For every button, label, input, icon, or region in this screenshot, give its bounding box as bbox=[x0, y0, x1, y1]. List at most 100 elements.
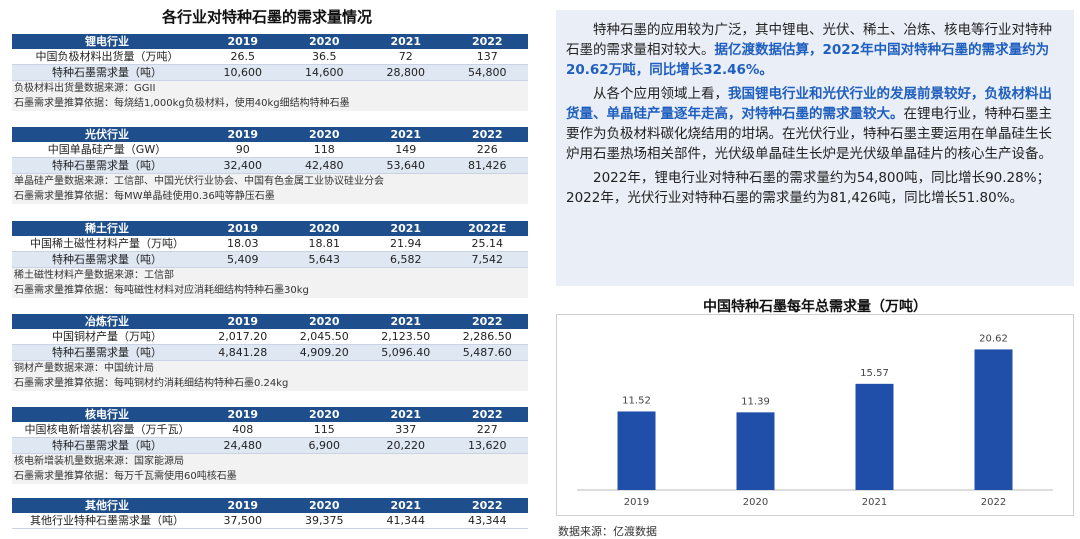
table-cell: 36.5 bbox=[312, 50, 337, 63]
table-cell: 10,600 bbox=[223, 66, 263, 79]
summary-paragraph: 特种石墨的应用较为广泛，其中锂电、光伏、稀土、冶炼、核电等行业对特种石墨的需求量… bbox=[566, 20, 1064, 80]
row-label: 特种石墨需求量（吨） bbox=[52, 159, 162, 172]
table-cell: 90 bbox=[235, 143, 250, 156]
table-row: 中国铜材产量（万吨） 2,017.20 2,045.50 2,123.50 2,286.… bbox=[12, 329, 528, 345]
bar-2022 bbox=[974, 349, 1013, 490]
table-cell: 149 bbox=[395, 143, 417, 156]
year-header: 2020 bbox=[308, 499, 340, 512]
year-header: 2019 bbox=[227, 408, 259, 421]
body-text: 在锂电行业，特种石墨主要作为负极材料碳化烧结用的坩埚。在光伏行业，特种石墨主要运… bbox=[566, 106, 1052, 162]
table-cell: 5,643 bbox=[308, 253, 341, 266]
source-note: 铜材产量数据来源：中国统计局 bbox=[14, 363, 154, 374]
body-text: 特种石墨的应用较为广泛，其中锂电、光伏、稀土、冶炼、核电等行业对特种石墨的需求量… bbox=[566, 22, 1052, 58]
table-header: 核电行业 2019 2020 2021 2022 bbox=[12, 407, 528, 422]
data-label: 20.62 bbox=[979, 333, 1008, 344]
row-label: 特种石墨需求量（吨） bbox=[52, 346, 162, 359]
table-cell: 337 bbox=[395, 423, 417, 436]
table-cell: 81,426 bbox=[468, 159, 507, 172]
data-label: 11.52 bbox=[622, 395, 651, 406]
industry-name: 其他行业 bbox=[85, 499, 129, 512]
table-cell: 2,045.50 bbox=[299, 330, 349, 343]
year-header: 2022 bbox=[471, 408, 503, 421]
data-source: 数据来源：亿渡数据 bbox=[558, 525, 657, 538]
highlighted-text: 我国锂电行业和光伏行业的发展前景较好，负极材料出货量、单晶硅产量逐年走高，对特种… bbox=[566, 86, 1052, 122]
source-note: 石墨需求量推算依据：每MW单晶硅使用0.36吨等静压石墨 bbox=[14, 191, 275, 202]
industry-name: 光伏行业 bbox=[85, 128, 129, 141]
row-label: 特种石墨需求量（吨） bbox=[52, 66, 162, 79]
bar-chart: 11.52 2019 11.39 2020 15.57 2021 20.62 2022 bbox=[556, 314, 1074, 516]
table-cell: 2,286.50 bbox=[462, 330, 512, 343]
table-notes: 核电新增装机量数据来源：国家能源局 石墨需求量推算依据：每万千瓦需使用60吨核石墨 bbox=[12, 454, 528, 484]
table-row: 中国核电新增装机容量（万千瓦） 408 115 337 227 bbox=[12, 422, 528, 438]
highlighted-text: 据亿渡数据估算，2022年中国对特种石墨的需求量约为20.62万吨，同比增长32… bbox=[566, 42, 1050, 78]
industry-name: 稀土行业 bbox=[85, 222, 129, 235]
table-header: 锂电行业 2019 2020 2021 2022 bbox=[12, 34, 528, 49]
source-note: 石墨需求量推算依据：每万千瓦需使用60吨核石墨 bbox=[14, 471, 237, 482]
row-label: 中国单晶硅产量（GW） bbox=[47, 143, 167, 156]
table-cell: 54,800 bbox=[468, 66, 507, 79]
table-cell: 25.14 bbox=[471, 237, 504, 250]
table-cell: 18.03 bbox=[227, 237, 259, 250]
year-header: 2019 bbox=[227, 128, 259, 141]
year-header: 2019 bbox=[227, 35, 259, 48]
table-notes: 负极材料出货量数据来源：GGII 石墨需求量推算依据：每烧结1,000kg负极材料… bbox=[12, 81, 528, 111]
year-header: 2022 bbox=[471, 499, 503, 512]
year-header: 2021 bbox=[390, 128, 422, 141]
summary-paragraph: 2022年，锂电行业对特种石墨的需求量约为54,800吨，同比增长90.28%；… bbox=[566, 168, 1064, 208]
table-cell: 26.5 bbox=[230, 50, 256, 63]
year-header: 2022E bbox=[468, 222, 507, 235]
table-row: 中国单晶硅产量（GW） 90 118 149 226 bbox=[12, 142, 528, 158]
table-row: 特种石墨需求量（吨） 24,480 6,900 20,220 13,620 bbox=[12, 438, 528, 454]
year-header: 2020 bbox=[308, 222, 340, 235]
industry-table: 稀土行业 2019 2020 2021 2022E 中国稀土磁性材料产量（万吨） 18.03… bbox=[12, 221, 528, 298]
year-header: 2021 bbox=[390, 408, 422, 421]
year-header: 2019 bbox=[227, 499, 259, 512]
year-header: 2019 bbox=[227, 315, 259, 328]
table-header: 冶炼行业 2019 2020 2021 2022 bbox=[12, 314, 528, 329]
table-cell: 13,620 bbox=[468, 439, 507, 452]
page-title: 各行业对特种石墨的需求量情况 bbox=[161, 8, 372, 26]
row-label: 中国铜材产量（万吨） bbox=[52, 330, 162, 343]
table-cell: 53,640 bbox=[386, 159, 426, 172]
industry-name: 锂电行业 bbox=[85, 35, 129, 48]
table-cell: 43,344 bbox=[468, 514, 507, 527]
x-tick-label: 2020 bbox=[743, 497, 768, 508]
table-cell: 72 bbox=[398, 50, 413, 63]
bar-2020 bbox=[736, 412, 775, 490]
table-cell: 6,582 bbox=[390, 253, 422, 266]
year-header: 2020 bbox=[308, 408, 340, 421]
year-header: 2020 bbox=[308, 315, 340, 328]
year-header: 2021 bbox=[390, 222, 422, 235]
table-cell: 408 bbox=[232, 423, 254, 436]
table-cell: 28,800 bbox=[386, 66, 426, 79]
row-label: 其他行业特种石墨需求量（吨） bbox=[30, 514, 184, 527]
table-cell: 39,375 bbox=[305, 514, 344, 527]
table-cell: 37,500 bbox=[223, 514, 263, 527]
bar-chart-svg: 11.52 2019 11.39 2020 15.57 2021 20.62 2022 bbox=[577, 333, 1053, 508]
industry-name: 核电行业 bbox=[85, 408, 129, 421]
table-cell: 5,096.40 bbox=[381, 346, 431, 359]
industry-table: 锂电行业 2019 2020 2021 2022 中国负极材料出货量（万吨） 26.5 36.… bbox=[12, 34, 528, 111]
table-cell: 6,900 bbox=[308, 439, 341, 452]
industry-table: 光伏行业 2019 2020 2021 2022 中国单晶硅产量（GW） 90 118 149 2… bbox=[12, 127, 528, 204]
table-notes: 铜材产量数据来源：中国统计局 石墨需求量推算依据：每吨铜材约消耗细结构特种石墨0.… bbox=[12, 361, 528, 391]
table-cell: 7,542 bbox=[471, 253, 504, 266]
x-tick-label: 2022 bbox=[981, 497, 1006, 508]
year-header: 2022 bbox=[471, 315, 503, 328]
table-row: 特种石墨需求量（吨） 5,409 5,643 6,582 7,542 bbox=[12, 252, 528, 268]
row-label: 特种石墨需求量（吨） bbox=[52, 439, 162, 452]
table-cell: 20,220 bbox=[386, 439, 426, 452]
table-notes: 单晶硅产量数据来源：工信部、中国光伏行业协会、中国有色金属工业协议硅业分会 石墨需… bbox=[12, 174, 528, 204]
table-row: 特种石墨需求量（吨） 32,400 42,480 53,640 81,426 bbox=[12, 158, 528, 174]
row-label: 中国核电新增装机容量（万千瓦） bbox=[24, 423, 190, 436]
industry-name: 冶炼行业 bbox=[85, 315, 129, 328]
table-cell: 227 bbox=[476, 423, 498, 436]
source-note: 单晶硅产量数据来源：工信部、中国光伏行业协会、中国有色金属工业协议硅业分会 bbox=[14, 176, 384, 187]
table-row: 中国稀土磁性材料产量（万吨） 18.03 18.81 21.94 25.14 bbox=[12, 236, 528, 252]
summary-paragraph: 从各个应用领域上看，我国锂电行业和光伏行业的发展前景较好，负极材料出货量、单晶硅… bbox=[566, 84, 1064, 164]
left-panel: 各行业对特种石墨的需求量情况 锂电行业 2019 2020 2021 2022 中国负极材… bbox=[6, 0, 528, 539]
body-text: 2022年，锂电行业对特种石墨的需求量约为54,800吨，同比增长90.28%；… bbox=[566, 170, 1051, 206]
table-cell: 5,409 bbox=[227, 253, 259, 266]
table-cell: 14,600 bbox=[305, 66, 344, 79]
table-cell: 4,909.20 bbox=[299, 346, 349, 359]
